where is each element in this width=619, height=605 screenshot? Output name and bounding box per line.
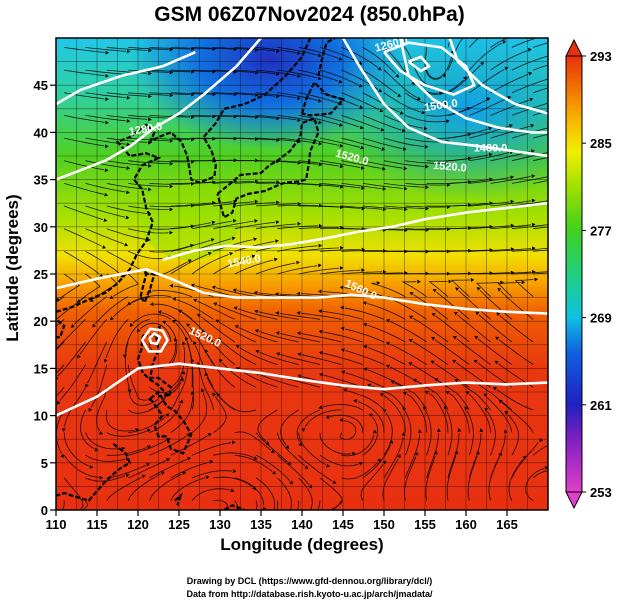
colorbar: 253 261 269 277 285 293 [565, 38, 612, 510]
x-tick-label: 130 [209, 517, 231, 532]
x-axis-ticks: 110 115 120 125 130 135 140 145 150 155 160 165 [46, 510, 518, 532]
x-tick-label: 135 [250, 517, 272, 532]
x-axis-label: Longitude (degrees) [220, 535, 384, 554]
contour-label: 1480.0 [474, 142, 508, 154]
colorbar-tick-label: 277 [590, 223, 612, 238]
wind-streamlines [56, 38, 548, 510]
y-tick-label: 40 [34, 125, 48, 140]
y-tick-label: 0 [41, 503, 48, 518]
geopotential-contours [56, 38, 548, 417]
colorbar-tick-label: 293 [590, 49, 612, 64]
x-tick-label: 160 [455, 517, 477, 532]
colorbar-tick-label: 253 [590, 485, 612, 500]
x-tick-label: 110 [46, 517, 67, 532]
x-tick-label: 140 [291, 517, 313, 532]
lat-lon-grid [55, 37, 549, 511]
x-tick-label: 125 [168, 517, 190, 532]
colorbar-tick-label: 261 [590, 398, 612, 413]
credit-data-source: Data from http://database.rish.kyoto-u.a… [186, 589, 433, 599]
y-tick-label: 15 [34, 361, 48, 376]
x-tick-label: 120 [127, 517, 149, 532]
x-tick-label: 165 [496, 517, 518, 532]
y-tick-label: 25 [34, 267, 48, 282]
x-tick-label: 145 [332, 517, 354, 532]
y-tick-label: 10 [34, 409, 48, 424]
x-tick-label: 115 [87, 517, 108, 532]
colorbar-tick-label: 269 [590, 311, 612, 326]
y-tick-label: 35 [34, 173, 48, 188]
contour-label: 1280.0 [128, 121, 163, 139]
y-tick-label: 30 [34, 220, 48, 235]
x-tick-label: 150 [373, 517, 395, 532]
map-title: GSM 06Z07Nov2024 (850.0hPa) [154, 3, 465, 26]
y-tick-label: 5 [41, 456, 48, 471]
contour-label: 1520.0 [433, 160, 468, 175]
colorbar-min-arrow [565, 491, 583, 510]
y-tick-label: 45 [34, 78, 48, 93]
y-tick-label: 20 [34, 314, 48, 329]
y-axis-label: Latitude (degrees) [3, 194, 22, 342]
x-tick-label: 155 [414, 517, 436, 532]
y-axis-ticks: 0 5 10 15 20 25 30 35 40 45 [34, 78, 56, 518]
credit-dcl: Drawing by DCL (https://www.gfd-dennou.o… [186, 576, 433, 586]
contour-label: 1540.0 [226, 253, 261, 271]
colorbar-max-arrow [565, 38, 583, 57]
contour-label: 1500.0 [423, 98, 458, 115]
colorbar-tick-label: 285 [590, 136, 612, 151]
